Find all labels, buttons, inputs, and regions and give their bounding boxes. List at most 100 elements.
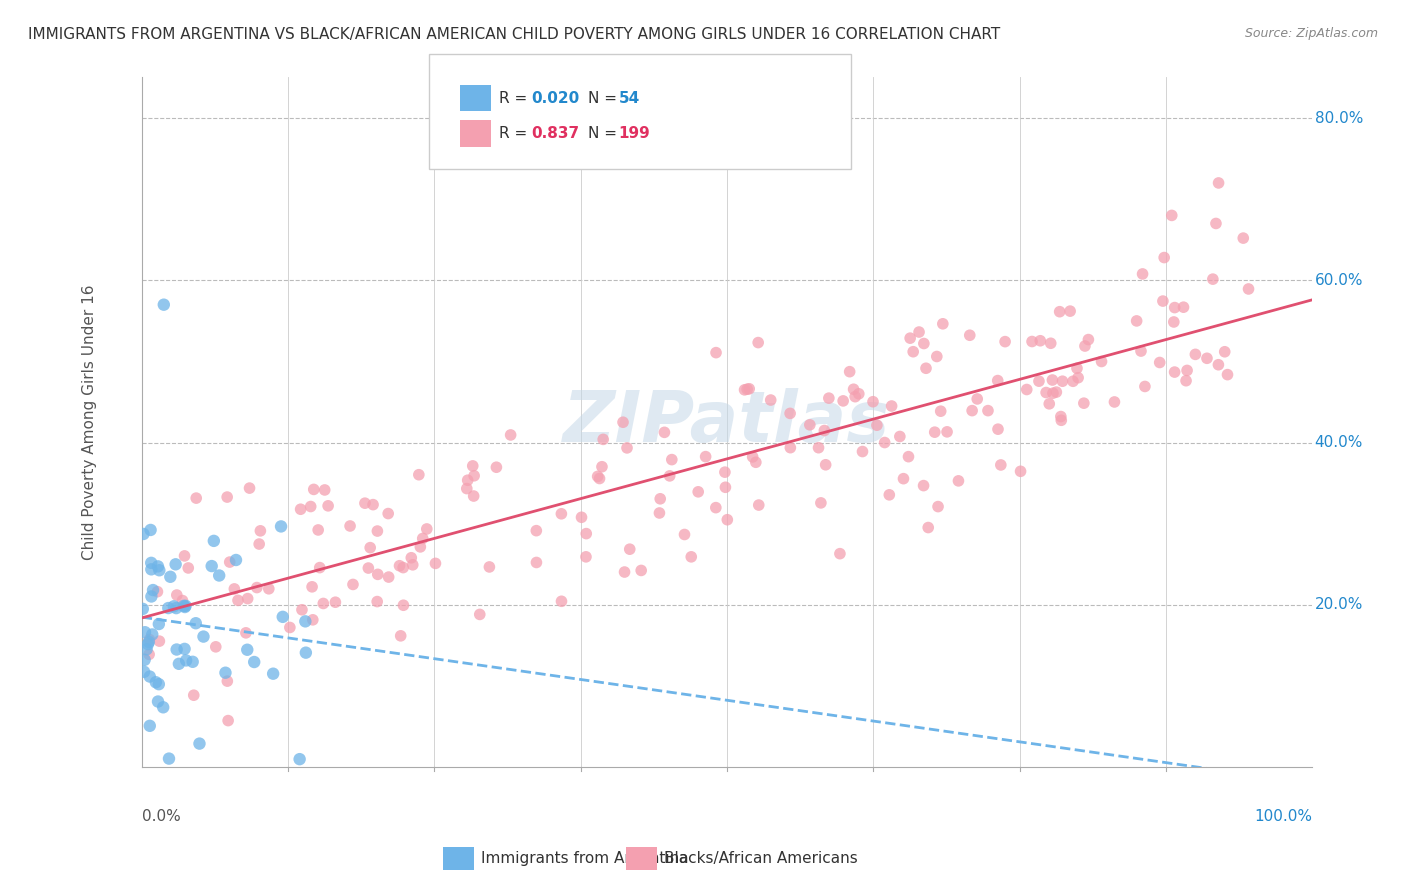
Point	[1232, 231, 1254, 245]
Point	[650, 491, 672, 506]
Point	[838, 365, 860, 379]
Point	[1028, 374, 1050, 388]
Point	[139, 669, 162, 683]
Point	[810, 496, 832, 510]
Point	[173, 641, 195, 656]
Point	[132, 527, 155, 541]
Point	[183, 688, 205, 702]
Point	[139, 719, 162, 733]
Point	[734, 383, 756, 397]
Point	[1205, 217, 1227, 231]
Point	[202, 533, 225, 548]
Point	[526, 556, 548, 570]
Point	[1133, 379, 1156, 393]
Point	[166, 588, 188, 602]
Point	[148, 634, 170, 648]
Point	[132, 602, 155, 616]
Point	[425, 557, 447, 571]
Point	[301, 613, 323, 627]
Point	[291, 603, 314, 617]
Point	[246, 581, 269, 595]
Point	[271, 610, 294, 624]
Point	[1149, 355, 1171, 369]
Point	[832, 393, 855, 408]
Point	[392, 599, 415, 613]
Point	[167, 657, 190, 671]
Text: IMMIGRANTS FROM ARGENTINA VS BLACK/AFRICAN AMERICAN CHILD POVERTY AMONG GIRLS UN: IMMIGRANTS FROM ARGENTINA VS BLACK/AFRIC…	[28, 27, 1001, 42]
Point	[208, 568, 231, 582]
Text: 20.0%: 20.0%	[1315, 598, 1362, 613]
Point	[1010, 464, 1032, 478]
Point	[217, 714, 239, 728]
Point	[146, 559, 169, 574]
Point	[247, 537, 270, 551]
Point	[977, 403, 1000, 417]
Point	[748, 498, 770, 512]
Point	[243, 655, 266, 669]
Point	[735, 382, 758, 396]
Point	[314, 483, 336, 497]
Point	[1067, 370, 1090, 384]
Point	[1052, 374, 1074, 388]
Point	[152, 700, 174, 714]
Point	[173, 599, 195, 613]
Point	[288, 752, 311, 766]
Point	[146, 694, 169, 708]
Point	[661, 452, 683, 467]
Point	[361, 498, 384, 512]
Point	[302, 483, 325, 497]
Point	[948, 474, 970, 488]
Text: R =: R =	[499, 127, 533, 141]
Point	[1153, 251, 1175, 265]
Point	[173, 549, 195, 563]
Point	[1208, 176, 1230, 190]
Point	[461, 458, 484, 473]
Point	[463, 489, 485, 503]
Point	[929, 404, 952, 418]
Point	[880, 399, 903, 413]
Point	[177, 561, 200, 575]
Point	[278, 620, 301, 634]
Point	[235, 625, 257, 640]
Text: R =: R =	[499, 91, 533, 105]
Point	[619, 542, 641, 557]
Point	[408, 467, 430, 482]
Point	[1184, 347, 1206, 361]
Point	[936, 425, 959, 439]
Point	[879, 488, 901, 502]
Text: 60.0%: 60.0%	[1315, 273, 1362, 288]
Point	[204, 640, 226, 654]
Point	[844, 390, 866, 404]
Point	[901, 344, 924, 359]
Point	[745, 455, 768, 469]
Point	[897, 450, 920, 464]
Point	[550, 507, 572, 521]
Point	[134, 625, 156, 640]
Point	[688, 484, 710, 499]
Point	[159, 570, 181, 584]
Point	[1042, 373, 1064, 387]
Point	[174, 653, 197, 667]
Point	[588, 471, 610, 485]
Point	[224, 582, 246, 596]
Point	[217, 674, 239, 689]
Point	[738, 382, 761, 396]
Point	[312, 597, 335, 611]
Point	[807, 441, 830, 455]
Point	[134, 653, 156, 667]
Point	[704, 500, 727, 515]
Point	[842, 382, 865, 396]
Point	[673, 527, 696, 541]
Point	[146, 584, 169, 599]
Point	[1195, 351, 1218, 366]
Point	[1077, 333, 1099, 347]
Point	[456, 482, 478, 496]
Point	[366, 524, 388, 538]
Point	[716, 513, 738, 527]
Point	[478, 560, 501, 574]
Point	[366, 594, 388, 608]
Point	[813, 424, 835, 438]
Point	[174, 599, 197, 613]
Point	[648, 506, 671, 520]
Text: Source: ZipAtlas.com: Source: ZipAtlas.com	[1244, 27, 1378, 40]
